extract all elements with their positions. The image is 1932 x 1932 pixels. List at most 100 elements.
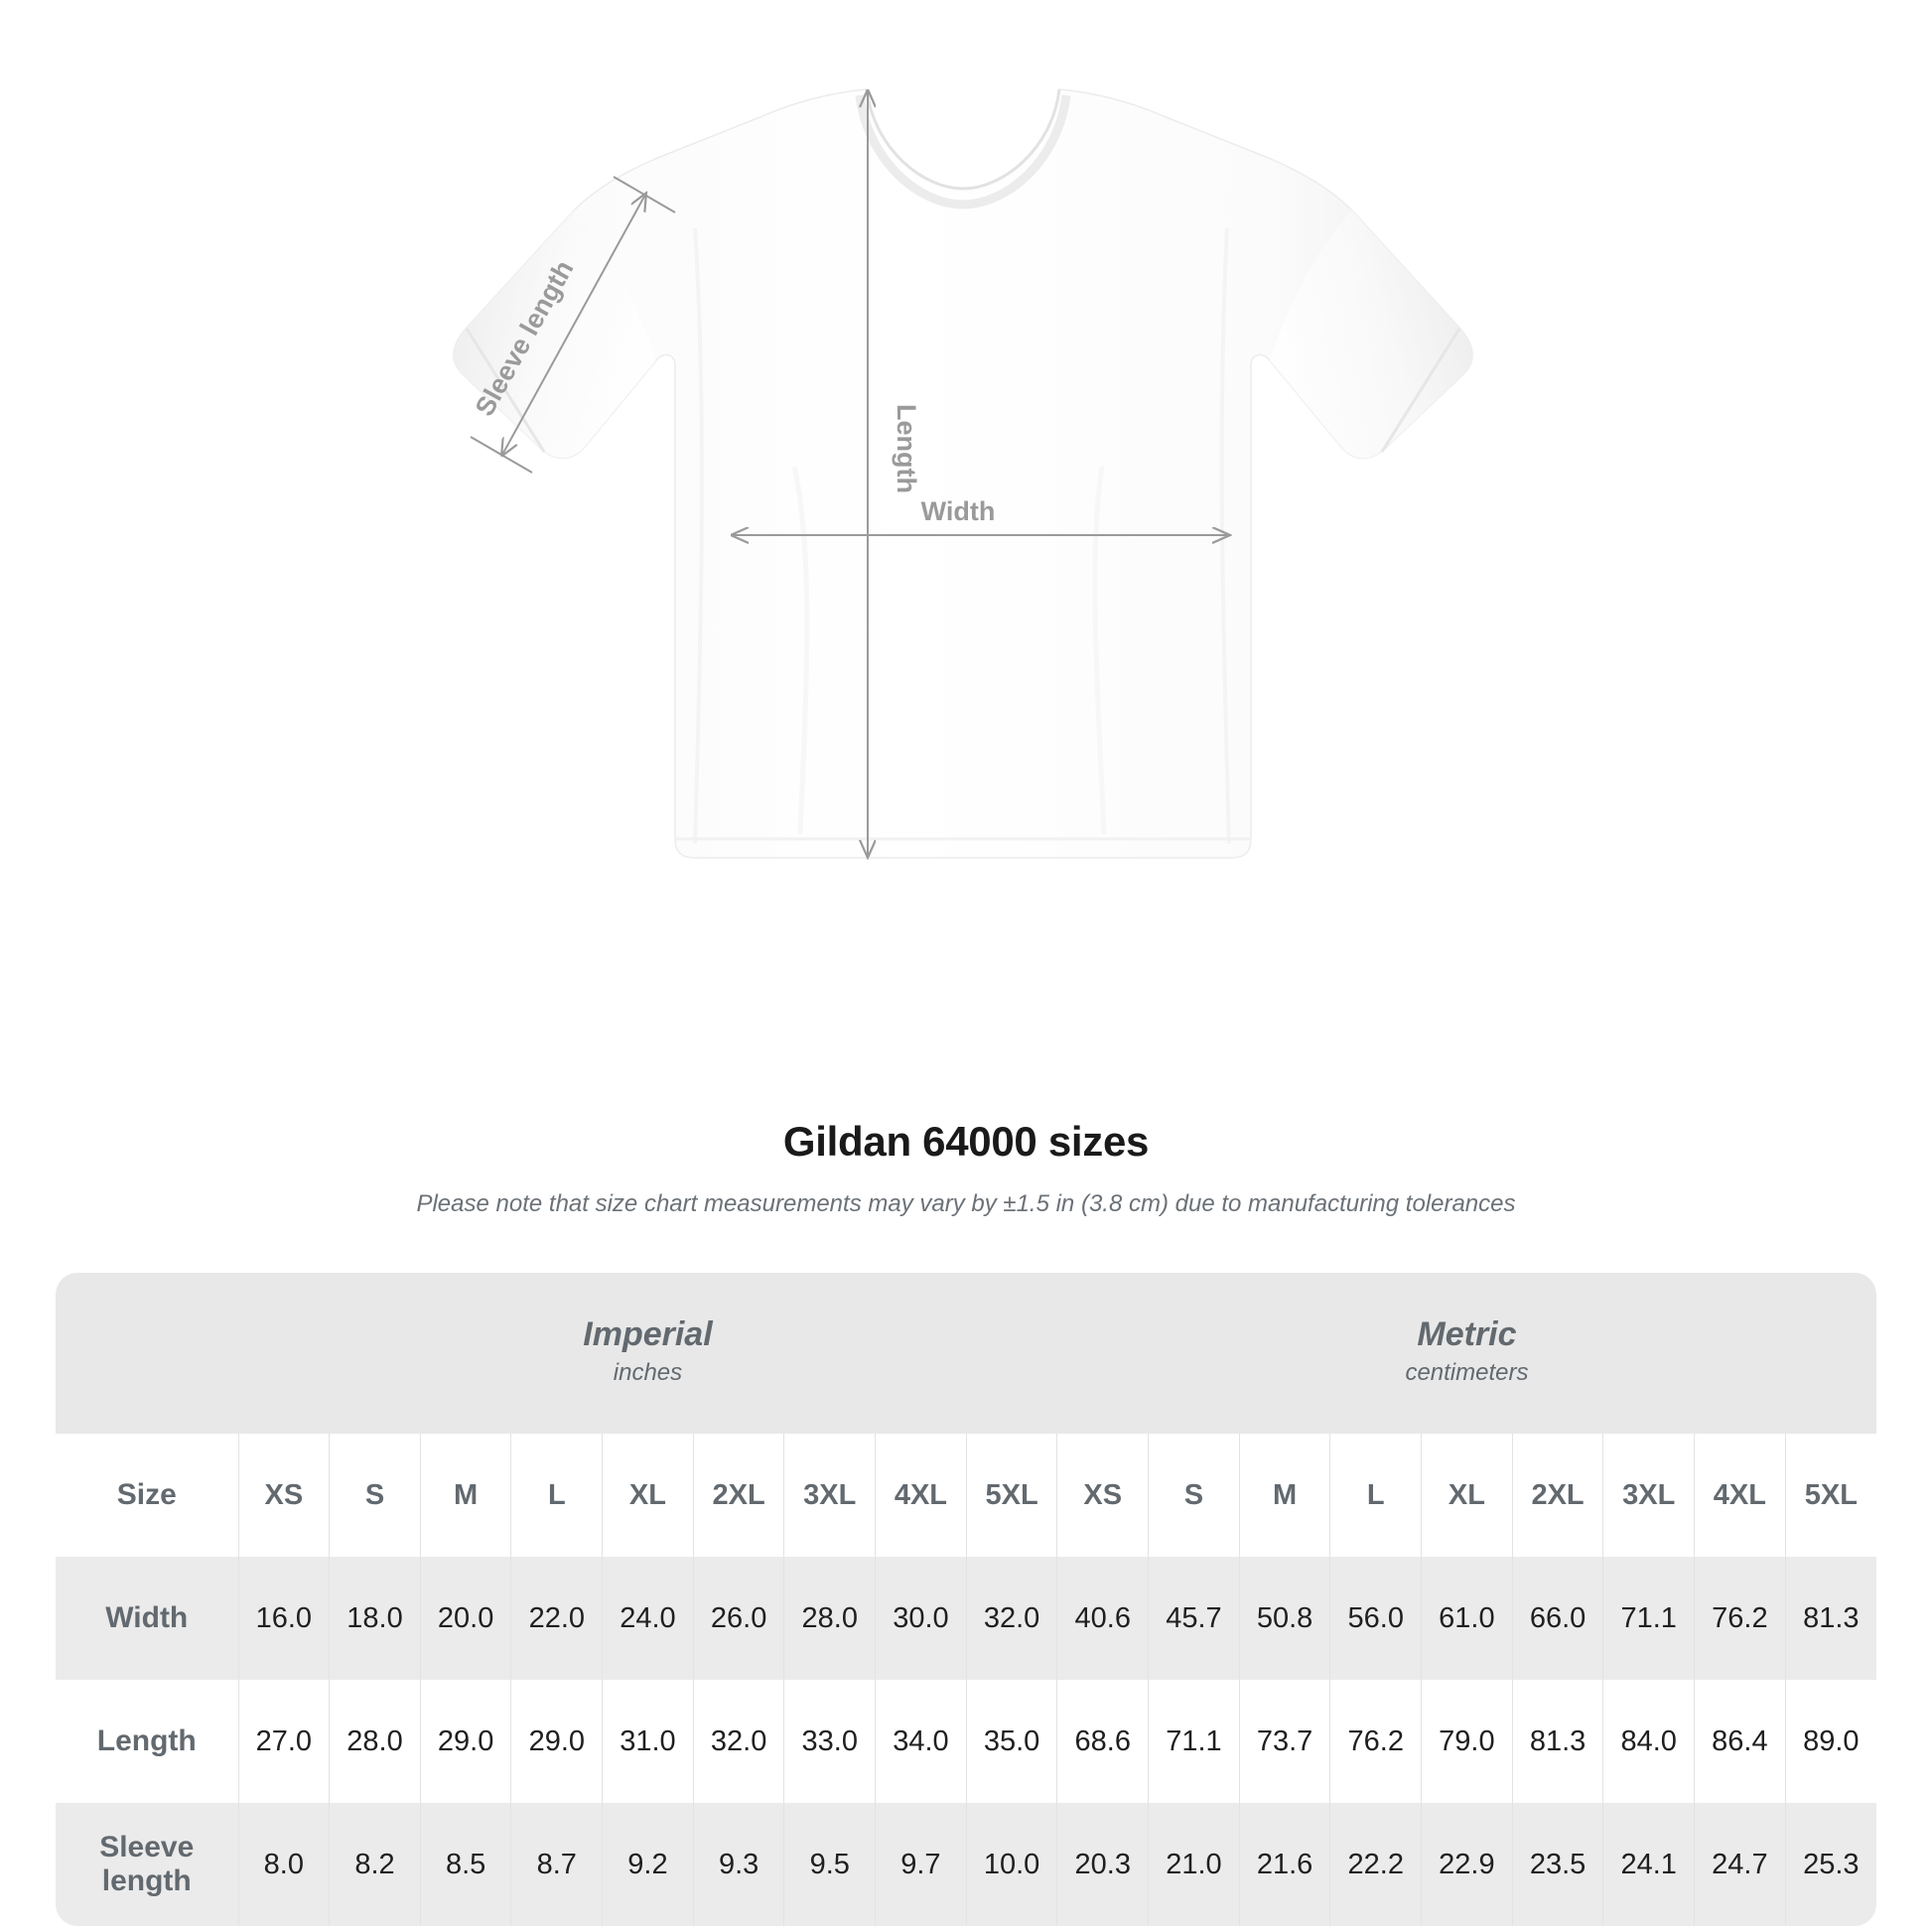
measurement-cell: 45.7 bbox=[1148, 1557, 1240, 1680]
measurement-cell: 21.0 bbox=[1148, 1803, 1240, 1926]
size-header-cell: 2XL bbox=[1511, 1434, 1603, 1557]
row-label-width: Width bbox=[56, 1557, 238, 1680]
measurement-cell: 27.0 bbox=[237, 1680, 330, 1803]
size-header-cell: 3XL bbox=[1602, 1434, 1695, 1557]
size-header-cell: XS bbox=[1056, 1434, 1149, 1557]
measurement-cell: 26.0 bbox=[692, 1557, 784, 1680]
measurement-cell: 8.0 bbox=[237, 1803, 330, 1926]
measurement-cell: 16.0 bbox=[237, 1557, 330, 1680]
size-header-cell: M bbox=[419, 1434, 511, 1557]
measurement-cell: 22.9 bbox=[1421, 1803, 1513, 1926]
measurement-cell: 81.3 bbox=[1511, 1680, 1603, 1803]
title-block: Gildan 64000 sizes Please note that size… bbox=[0, 1117, 1932, 1220]
unit-header-spacer bbox=[56, 1273, 238, 1434]
size-header-cell: XL bbox=[602, 1434, 694, 1557]
unit-header-row: Imperial inches Metric centimeters bbox=[56, 1273, 1876, 1434]
row-label-length: Length bbox=[56, 1680, 238, 1803]
size-header-cell: 2XL bbox=[692, 1434, 784, 1557]
measurement-cell: 28.0 bbox=[329, 1680, 421, 1803]
measurement-cell: 29.0 bbox=[419, 1680, 511, 1803]
measurement-cell: 32.0 bbox=[692, 1680, 784, 1803]
measurement-cell: 79.0 bbox=[1421, 1680, 1513, 1803]
measurement-cell: 20.0 bbox=[419, 1557, 511, 1680]
measurement-cell: 40.6 bbox=[1056, 1557, 1149, 1680]
measurement-cell: 22.0 bbox=[510, 1557, 603, 1680]
size-header-cell: S bbox=[1148, 1434, 1240, 1557]
measurement-cell: 18.0 bbox=[329, 1557, 421, 1680]
unit-subtitle: centimeters bbox=[1405, 1358, 1529, 1386]
measurement-annotations bbox=[470, 91, 1228, 856]
measurement-cell: 89.0 bbox=[1784, 1680, 1876, 1803]
measurement-cell: 8.5 bbox=[419, 1803, 511, 1926]
row-label-sleeve-length: Sleeve length bbox=[56, 1803, 238, 1926]
size-header-cell: 4XL bbox=[875, 1434, 967, 1557]
tshirt-illustration: Sleeve length Length Width bbox=[453, 88, 1473, 1102]
size-chart-table-wrap: Imperial inches Metric centimeters Size XS S M L… bbox=[56, 1273, 1876, 1926]
measurement-cell: 9.7 bbox=[875, 1803, 967, 1926]
measurement-cell: 8.2 bbox=[329, 1803, 421, 1926]
measurement-cell: 76.2 bbox=[1329, 1680, 1422, 1803]
measurement-cell: 56.0 bbox=[1329, 1557, 1422, 1680]
measurement-cell: 33.0 bbox=[783, 1680, 876, 1803]
unit-header-imperial: Imperial inches bbox=[238, 1273, 1057, 1434]
measurement-cell: 81.3 bbox=[1784, 1557, 1876, 1680]
measurement-cell: 32.0 bbox=[965, 1557, 1057, 1680]
measurement-cell: 23.5 bbox=[1511, 1803, 1603, 1926]
sleeve-length-arrow bbox=[502, 195, 645, 455]
size-header-cell: S bbox=[329, 1434, 421, 1557]
measurement-cell: 84.0 bbox=[1602, 1680, 1695, 1803]
size-header-cell: 4XL bbox=[1694, 1434, 1786, 1557]
measurement-cell: 28.0 bbox=[783, 1557, 876, 1680]
measurement-cell: 24.7 bbox=[1694, 1803, 1786, 1926]
measurement-cell: 35.0 bbox=[965, 1680, 1057, 1803]
size-header-cell: L bbox=[510, 1434, 603, 1557]
measurement-cell: 29.0 bbox=[510, 1680, 603, 1803]
measurement-cell: 9.2 bbox=[602, 1803, 694, 1926]
measurement-cell: 8.7 bbox=[510, 1803, 603, 1926]
size-header-cell: L bbox=[1329, 1434, 1422, 1557]
measurement-cell: 24.1 bbox=[1602, 1803, 1695, 1926]
size-header-row: Size XS S M L XL 2XL 3XL 4XL 5XL XS S M L XL 2XL 3XL 4XL 5… bbox=[56, 1434, 1876, 1557]
size-header-cell: XS bbox=[237, 1434, 330, 1557]
size-header-cell: M bbox=[1238, 1434, 1330, 1557]
row-label-size: Size bbox=[56, 1434, 238, 1557]
measurement-cell: 25.3 bbox=[1784, 1803, 1876, 1926]
table-row: Length 27.0 28.0 29.0 29.0 31.0 32.0 33.0 34.0 35… bbox=[56, 1680, 1876, 1803]
measurement-cell: 73.7 bbox=[1238, 1680, 1330, 1803]
measurement-cell: 22.2 bbox=[1329, 1803, 1422, 1926]
size-header-cell: 5XL bbox=[1784, 1434, 1876, 1557]
measurement-cell: 34.0 bbox=[875, 1680, 967, 1803]
measurement-cell: 71.1 bbox=[1602, 1557, 1695, 1680]
size-chart-table: Imperial inches Metric centimeters Size XS S M L… bbox=[56, 1273, 1876, 1926]
length-label: Length bbox=[892, 404, 921, 493]
unit-name: Metric bbox=[1417, 1315, 1517, 1354]
measurement-cell: 10.0 bbox=[965, 1803, 1057, 1926]
measurement-cell: 68.6 bbox=[1056, 1680, 1149, 1803]
measurement-cell: 31.0 bbox=[602, 1680, 694, 1803]
measurement-cell: 30.0 bbox=[875, 1557, 967, 1680]
tshirt-diagram: Sleeve length Length Width bbox=[453, 88, 1473, 1102]
size-header-cell: XL bbox=[1421, 1434, 1513, 1557]
measurement-cell: 86.4 bbox=[1694, 1680, 1786, 1803]
table-row: Width 16.0 18.0 20.0 22.0 24.0 26.0 28.0 30.0 32.… bbox=[56, 1557, 1876, 1680]
table-row: Sleeve length 8.0 8.2 8.5 8.7 9.2 9.3 9.5 9.7 10.… bbox=[56, 1803, 1876, 1926]
measurement-cell: 9.5 bbox=[783, 1803, 876, 1926]
size-header-cell: 5XL bbox=[965, 1434, 1057, 1557]
shirt-body-shape bbox=[453, 88, 1473, 859]
width-label: Width bbox=[921, 496, 996, 526]
measurement-cell: 50.8 bbox=[1238, 1557, 1330, 1680]
measurement-cell: 21.6 bbox=[1238, 1803, 1330, 1926]
measurement-cell: 76.2 bbox=[1694, 1557, 1786, 1680]
unit-name: Imperial bbox=[583, 1315, 713, 1354]
measurement-cell: 20.3 bbox=[1056, 1803, 1149, 1926]
measurement-cell: 9.3 bbox=[692, 1803, 784, 1926]
unit-subtitle: inches bbox=[613, 1358, 683, 1386]
page-title: Gildan 64000 sizes bbox=[782, 1118, 1150, 1165]
measurement-cell: 24.0 bbox=[602, 1557, 694, 1680]
measurement-cell: 66.0 bbox=[1511, 1557, 1603, 1680]
measurement-cell: 71.1 bbox=[1148, 1680, 1240, 1803]
size-header-cell: 3XL bbox=[783, 1434, 876, 1557]
tolerance-note: Please note that size chart measurements… bbox=[416, 1190, 1516, 1218]
measurement-cell: 61.0 bbox=[1421, 1557, 1513, 1680]
unit-header-metric: Metric centimeters bbox=[1056, 1273, 1876, 1434]
